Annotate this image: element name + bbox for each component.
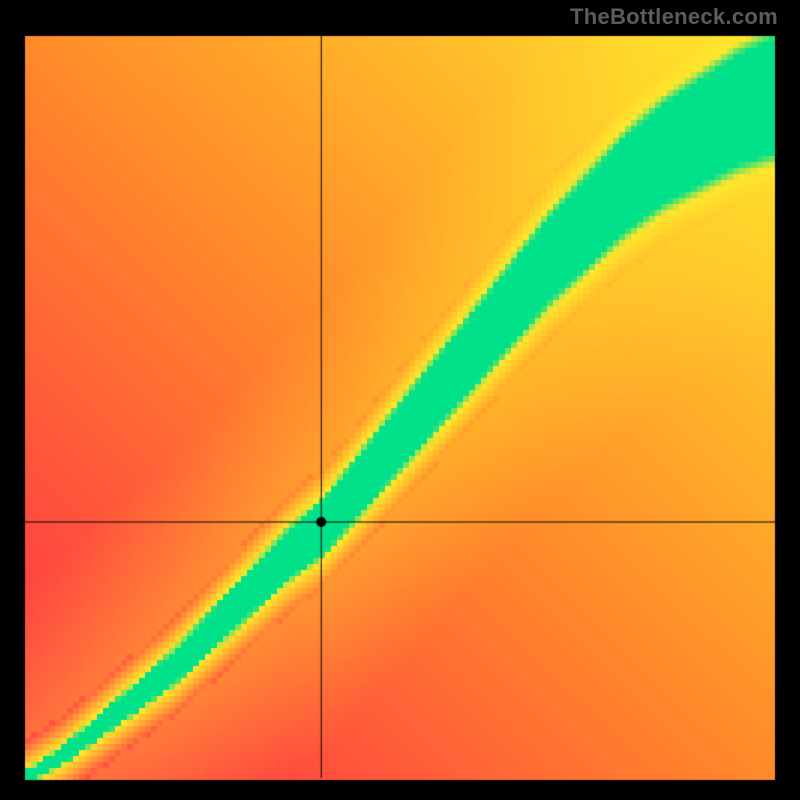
bottleneck-heatmap	[0, 0, 800, 800]
watermark-text: TheBottleneck.com	[570, 4, 778, 30]
